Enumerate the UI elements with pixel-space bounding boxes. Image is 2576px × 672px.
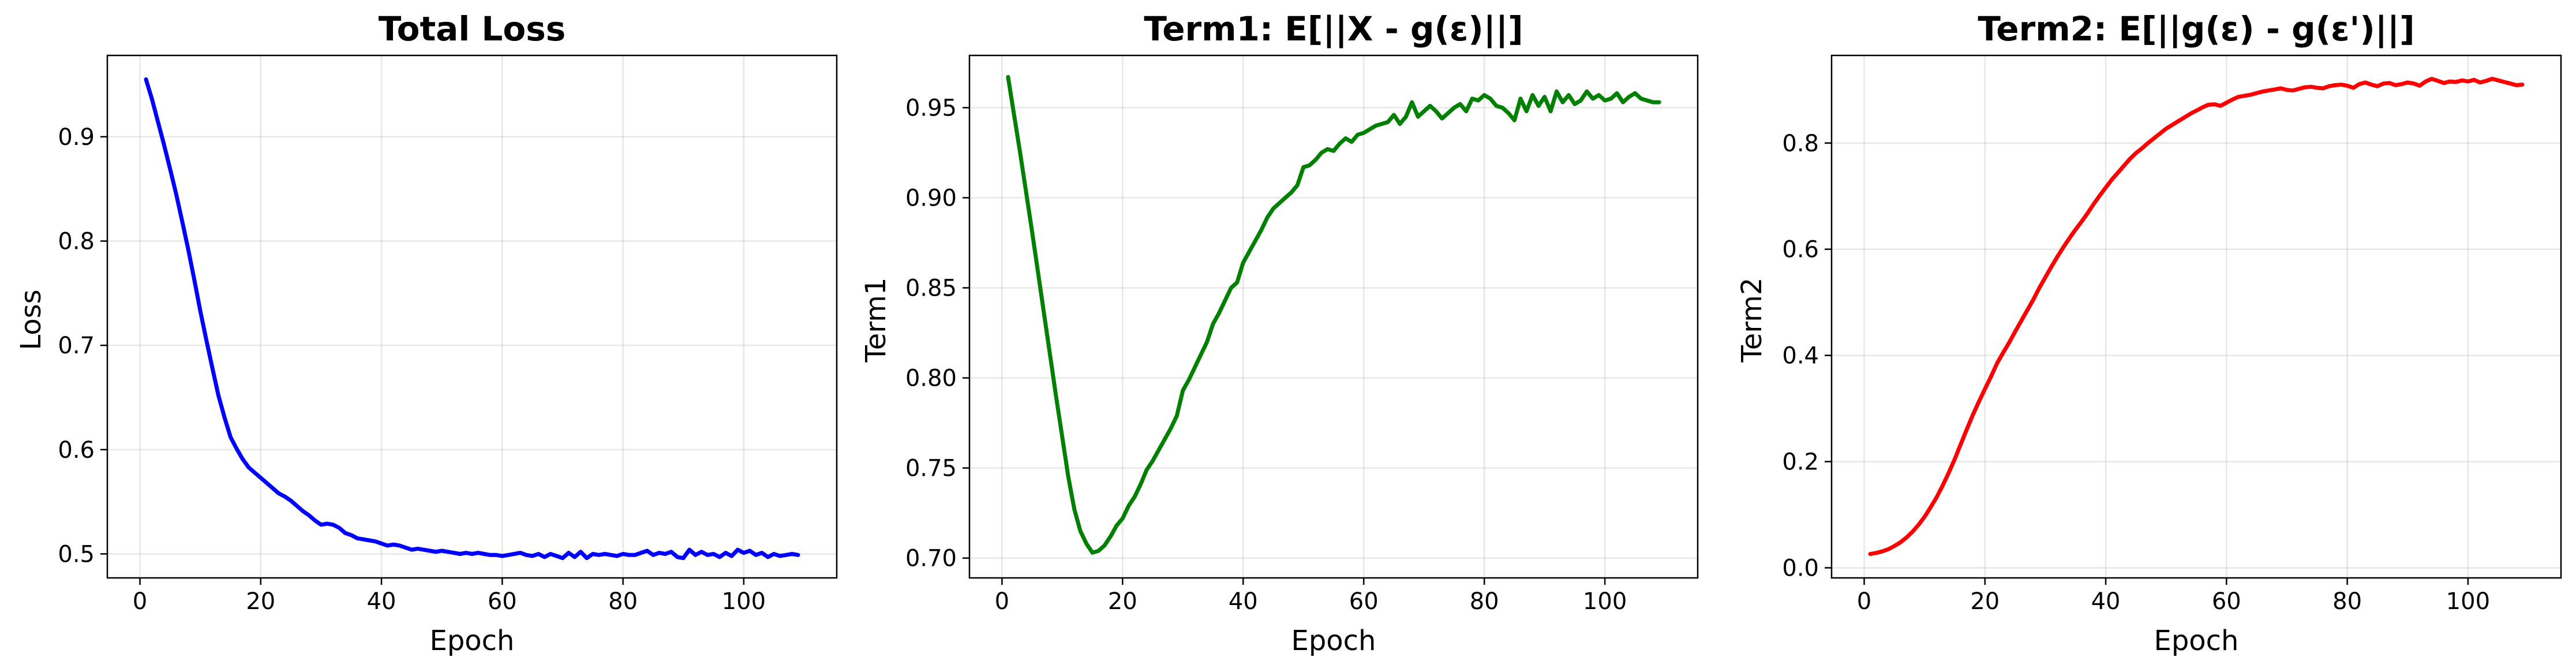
axes-frame <box>1830 54 2562 579</box>
y-tick-label: 0.6 <box>1782 237 1819 263</box>
y-axis-label: Loss <box>15 289 47 350</box>
panel-term2: Term2: E[||g(ε) - g(ε')||] Epoch Term2 0… <box>1736 9 2562 657</box>
x-tick-label: 20 <box>1970 588 2000 615</box>
x-tick-label: 20 <box>1108 588 1137 615</box>
series-line <box>1006 74 1661 555</box>
y-tick-label: 0.90 <box>905 185 957 212</box>
y-axis-label: Term2 <box>1736 278 1768 363</box>
x-tick-label: 60 <box>1349 588 1379 615</box>
x-tick-label: 100 <box>2446 588 2490 615</box>
x-tick-label: 0 <box>1857 588 1871 615</box>
plot-area: 0 20 40 60 80 100 0.5 0.6 0.7 0.8 0.9 <box>58 54 838 615</box>
series-line <box>144 77 800 561</box>
axes-frame <box>106 54 838 579</box>
y-tick-label: 0.8 <box>58 229 95 255</box>
x-tick-label: 60 <box>2212 588 2241 615</box>
axes-frame <box>968 54 1699 579</box>
plot-area: 0 20 40 60 80 100 0.70 0.75 0.80 0.85 0.90 0.95 <box>905 54 1699 615</box>
panel-title: Term2: E[||g(ε) - g(ε')||] <box>1978 9 2414 48</box>
x-tick-label: 40 <box>367 588 396 615</box>
y-tick-label: 0.70 <box>905 546 957 572</box>
x-tick-label: 80 <box>608 588 638 615</box>
x-tick-label: 100 <box>1583 588 1627 615</box>
x-axis-label: Epoch <box>430 625 515 657</box>
x-tick-label: 60 <box>488 588 517 615</box>
y-tick-label: 0.6 <box>58 437 95 464</box>
panel-title: Total Loss <box>379 9 566 48</box>
y-tick-label: 0.2 <box>1782 449 1819 476</box>
x-axis-label: Epoch <box>1291 625 1376 657</box>
x-tick-label: 80 <box>1470 588 1499 615</box>
y-tick-label: 0.95 <box>905 95 957 122</box>
panel-term1: Term1: E[||X - g(ε)||] Epoch Term1 0 20 40… <box>860 9 1699 657</box>
x-tick-label: 40 <box>1229 588 1258 615</box>
panel-total-loss: Total Loss Epoch Loss 0 20 40 60 80 100 0.5 0.6… <box>15 9 838 657</box>
y-tick-label: 0.5 <box>58 541 95 568</box>
y-tick-label: 0.80 <box>905 365 957 392</box>
y-tick-label: 0.0 <box>1782 555 1819 582</box>
x-tick-label: 80 <box>2332 588 2362 615</box>
y-tick-label: 0.8 <box>1782 130 1819 157</box>
x-tick-label: 100 <box>722 588 766 615</box>
x-axis-label: Epoch <box>2154 625 2239 657</box>
x-tick-label: 0 <box>995 588 1009 615</box>
y-axis-label: Term1 <box>860 278 892 363</box>
y-tick-label: 0.4 <box>1782 343 1819 369</box>
x-tick-label: 0 <box>133 588 147 615</box>
x-tick-label: 20 <box>246 588 275 615</box>
y-tick-label: 0.9 <box>58 124 95 151</box>
series-line <box>1868 77 2525 557</box>
y-tick-label: 0.75 <box>905 456 957 482</box>
plot-area: 0 20 40 60 80 100 0.0 0.2 0.4 0.6 0.8 <box>1782 54 2562 615</box>
x-tick-label: 40 <box>2091 588 2121 615</box>
y-tick-label: 0.7 <box>58 333 95 359</box>
y-tick-label: 0.85 <box>905 275 957 302</box>
panel-title: Term1: E[||X - g(ε)||] <box>1144 9 1523 48</box>
